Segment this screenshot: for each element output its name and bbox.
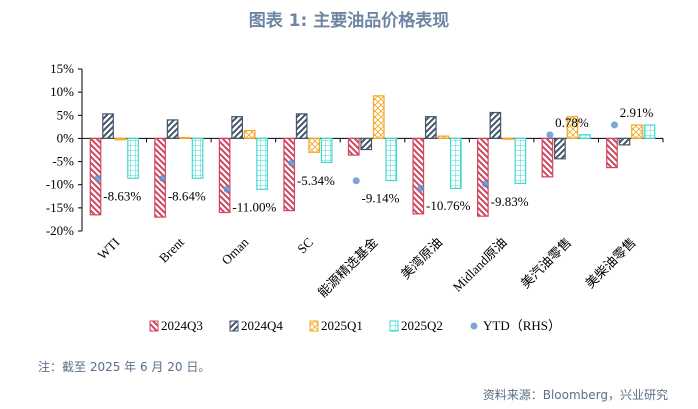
y-tick-label: -5% [52,154,74,169]
bar-2025Q2 [514,137,527,184]
bar-2025Q1 [114,137,127,141]
legend-label: 2025Q1 [321,318,363,333]
y-tick-label: 0% [57,130,75,145]
bar-2025Q2 [385,137,398,182]
bar-2024Q3 [218,137,231,214]
ytd-marker [288,159,296,167]
ytd-marker [417,184,425,192]
y-tick-label: -20% [46,223,74,238]
legend-swatch-2024Q4 [229,320,239,332]
y-tick-label: 10% [50,84,74,99]
ytd-data-label: -10.76% [426,198,471,213]
bar-2024Q4 [166,119,179,140]
x-tick-label: 美柴油零售 [582,235,639,292]
x-tick-label: 美汽油零售 [518,235,575,292]
x-tick-label: WTI [94,235,122,263]
x-tick-label: 能源精选基金 [315,235,381,301]
bar-2024Q3 [541,137,554,178]
bar-2025Q2 [256,137,268,190]
ytd-marker [481,180,489,188]
ytd-data-label: -11.00% [232,199,276,214]
chart-title: 图表 1: 主要油品价格表现 [248,11,450,31]
bar-2025Q2 [643,124,656,140]
x-tick-label: 美湾原油 [398,235,445,282]
bar-2024Q4 [489,111,502,140]
bar-2024Q3 [477,137,489,217]
bar-2024Q3 [606,137,618,169]
bar-2025Q1 [631,124,643,140]
x-tick-label: Midland原油 [450,235,510,295]
legend-label: 2024Q3 [161,318,203,333]
y-tick-label: 15% [50,61,74,76]
bar-2024Q4 [102,113,114,140]
bar-2024Q4 [231,116,243,140]
bar-2024Q3 [347,137,360,156]
ytd-data-label: -5.34% [297,173,335,188]
legend-swatch-2025Q2 [389,320,399,332]
legend-swatch-2024Q3 [149,320,159,332]
source-note: 资料来源：Bloomberg，兴业研究 [482,388,668,402]
ytd-data-label: -8.64% [168,188,206,203]
bar-2024Q4 [295,113,308,140]
ytd-data-label: 2.91% [620,105,654,120]
bar-2025Q1 [566,116,579,140]
bar-2025Q2 [449,137,462,190]
legend-label: 2024Q4 [241,318,283,333]
bar-2024Q3 [412,137,425,215]
ytd-marker [352,177,360,185]
x-tick-label: SC [294,235,316,257]
legend-swatch-2025Q1 [309,320,319,332]
bar-2025Q2 [127,137,139,179]
y-tick-label: -15% [46,200,74,215]
y-tick-label: -10% [46,177,74,192]
bar-2025Q2 [320,137,333,164]
ytd-marker [94,174,102,182]
legend-label: YTD（RHS） [483,318,561,333]
ytd-data-label: -9.14% [362,191,400,206]
ytd-data-label: -8.63% [103,188,141,203]
legend-label: 2025Q2 [401,318,443,333]
bar-2024Q4 [360,137,373,151]
bar-2024Q3 [283,137,296,212]
legend-swatch-ytd [470,322,478,330]
ytd-marker [546,131,554,139]
bar-2024Q4 [424,116,437,140]
x-tick-label: Brent [156,234,187,265]
bar-2025Q1 [243,129,256,140]
bar-2025Q2 [579,134,591,140]
footnote: 注：截至 2025 年 6 月 20 日。 [38,360,211,374]
bar-2025Q1 [502,137,514,140]
bar-2025Q1 [308,137,321,153]
bar-2025Q1 [179,136,191,140]
bar-2024Q4 [618,137,631,146]
ytd-data-label: -9.83% [491,194,529,209]
bar-2025Q1 [437,135,450,140]
x-tick-label: Oman [218,234,251,267]
bar-2025Q2 [191,137,204,179]
ytd-marker [610,121,618,129]
bar-2024Q4 [554,137,566,160]
ytd-data-label: 0.78% [555,115,589,130]
ytd-marker [223,185,231,193]
bar-2025Q1 [372,95,385,140]
y-tick-label: 5% [57,107,75,122]
ytd-marker [159,174,167,182]
